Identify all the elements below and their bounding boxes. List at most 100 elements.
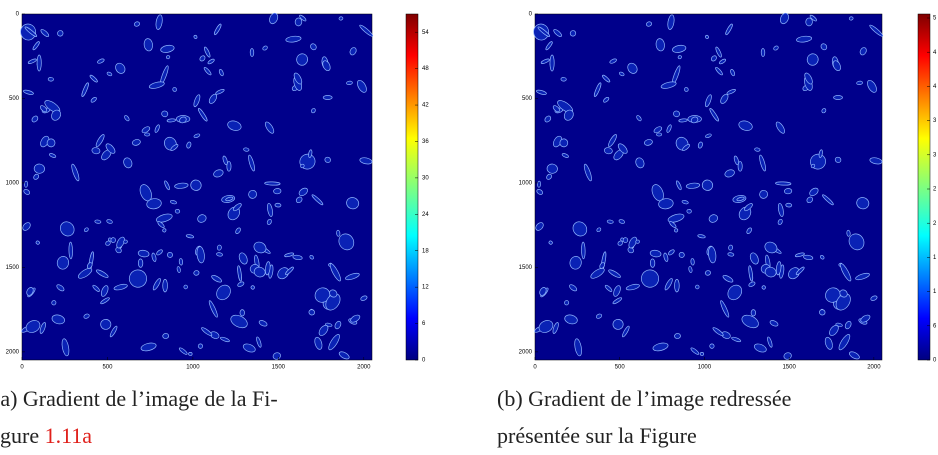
- gradient-blob: [748, 281, 756, 287]
- gradient-blob: [643, 139, 653, 146]
- gradient-blob: [833, 95, 843, 100]
- gradient-blob: [728, 244, 734, 251]
- gradient-blob: [636, 115, 642, 122]
- gradient-blob: [668, 249, 675, 256]
- gradient-blob: [265, 261, 271, 276]
- gradient-blob: [89, 74, 98, 83]
- gradient-blob: [328, 334, 340, 351]
- gradient-blob: [569, 30, 577, 37]
- gradient-blob: [262, 45, 268, 51]
- gradient-blob: [777, 202, 784, 217]
- gradient-blob: [552, 105, 560, 113]
- gradient-blob: [540, 58, 550, 64]
- colorbar-tick-label: 1: [933, 255, 937, 261]
- gradient-blob: [26, 287, 34, 296]
- gradient-blob: [688, 266, 693, 273]
- gradient-blob: [746, 227, 752, 235]
- gradient-blob: [51, 300, 57, 306]
- gradient-blob: [860, 314, 871, 323]
- gradient-blob: [141, 126, 151, 134]
- gradient-blob: [166, 118, 177, 123]
- gradient-blob: [690, 258, 695, 266]
- gradient-blob: [90, 96, 97, 103]
- gradient-blob: [322, 95, 333, 100]
- gradient-blob: [186, 141, 192, 149]
- gradient-blob: [311, 194, 324, 206]
- gradient-blob: [84, 227, 89, 233]
- gradient-blob: [569, 256, 582, 270]
- gradient-blob: [572, 221, 588, 237]
- gradient-blob: [867, 79, 877, 93]
- gradient-blob: [594, 82, 602, 97]
- gradient-blob: [674, 333, 681, 339]
- gradient-blob: [708, 214, 718, 223]
- gradient-blob: [818, 149, 823, 158]
- gradient-blob: [628, 236, 638, 249]
- y-tick-label: 1500: [519, 265, 533, 271]
- gradient-blob: [193, 34, 198, 39]
- gradient-blob: [618, 71, 625, 77]
- gradient-blob: [754, 147, 761, 152]
- gradient-blob: [622, 237, 629, 243]
- gradient-blob: [653, 126, 663, 134]
- gradient-blob: [730, 69, 736, 77]
- gradient-blob: [227, 120, 242, 131]
- gradient-blob: [824, 336, 833, 350]
- gradient-blob: [178, 347, 188, 355]
- gradient-blob: [215, 89, 225, 95]
- gradient-blob: [154, 124, 160, 133]
- gradient-blob: [682, 144, 691, 151]
- gradient-blob: [272, 352, 281, 360]
- gradient-blob: [94, 219, 102, 224]
- gradient-blob: [157, 221, 165, 229]
- gradient-blob: [137, 258, 144, 268]
- gradient-blob: [612, 318, 624, 330]
- gradient-blob: [690, 347, 700, 355]
- colorbar-tick-label: 18: [422, 248, 429, 254]
- gradient-blob: [22, 222, 31, 231]
- gradient-blob: [31, 115, 39, 123]
- gradient-blob: [133, 21, 140, 27]
- gradient-blob: [775, 181, 792, 186]
- colorbar-tick-label: 3: [933, 152, 937, 158]
- gradient-blob: [613, 285, 621, 297]
- colorbar-tick-label: 3: [933, 118, 937, 124]
- gradient-blob: [131, 139, 141, 146]
- gradient-blob: [216, 244, 222, 251]
- gradient-blob: [777, 218, 783, 225]
- gradient-blob: [678, 251, 685, 258]
- gradient-blob: [256, 336, 262, 348]
- gradient-blob: [146, 198, 162, 210]
- gradient-blob: [95, 134, 105, 148]
- gradient-blob: [539, 287, 547, 296]
- gradient-blob: [51, 314, 65, 325]
- figure-reference[interactable]: 1.11a: [45, 423, 93, 448]
- gradient-blob: [709, 108, 719, 122]
- caption-line: présentée sur la Figure: [497, 423, 697, 448]
- gradient-blob: [724, 169, 735, 178]
- gradient-blob: [715, 46, 722, 58]
- gradient-blob: [218, 69, 224, 77]
- gradient-blob: [300, 163, 305, 169]
- gradient-blob: [285, 35, 302, 43]
- x-tick-label: 0: [533, 365, 537, 371]
- gradient-blob: [235, 227, 241, 235]
- gradient-blob: [51, 109, 61, 121]
- gradient-blob: [248, 189, 257, 199]
- gradient-blob: [155, 14, 163, 30]
- gradient-blob: [155, 213, 173, 223]
- gradient-blob: [673, 110, 680, 118]
- gradient-blob: [269, 12, 279, 25]
- caption-line: (b) Gradient de l’image redressée: [497, 386, 791, 411]
- gradient-blob: [617, 240, 623, 246]
- colorbar-tick-label: 54: [422, 30, 429, 36]
- gradient-blob: [622, 325, 630, 338]
- gradient-blob: [796, 35, 813, 43]
- gradient-blob: [546, 163, 558, 174]
- gradient-blob: [86, 262, 93, 269]
- gradient-blob: [325, 293, 341, 311]
- gradient-blob: [795, 266, 805, 276]
- gradient-blob: [715, 67, 723, 76]
- gradient-blob: [829, 324, 839, 336]
